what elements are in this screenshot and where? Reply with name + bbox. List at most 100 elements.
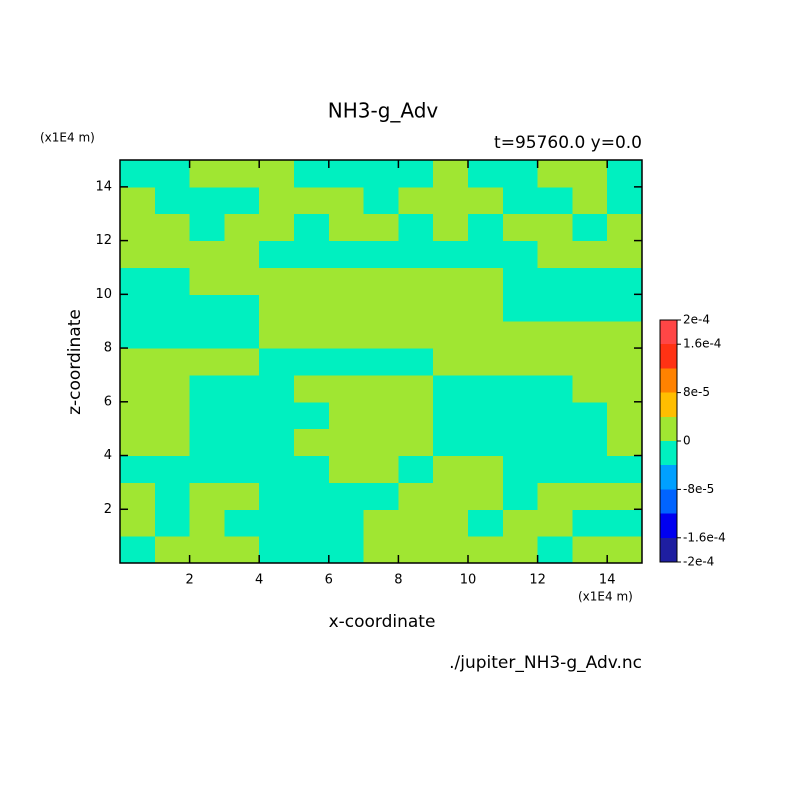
contour-cell xyxy=(154,240,191,268)
contour-cell xyxy=(537,536,573,564)
contour-cell xyxy=(328,294,365,322)
contour-cell xyxy=(502,186,539,215)
contour-cell xyxy=(294,348,330,376)
contour-cell xyxy=(537,294,573,322)
contour-cell xyxy=(502,374,539,403)
contour-cell xyxy=(120,482,156,510)
contour-cell xyxy=(224,509,260,537)
contour-cell xyxy=(537,267,573,295)
contour-cell xyxy=(468,321,504,349)
colorbar-band xyxy=(660,489,677,514)
contour-cell xyxy=(259,267,295,295)
contour-cell xyxy=(224,482,260,510)
contour-cell xyxy=(120,374,156,403)
contour-cell xyxy=(189,428,225,457)
contour-cell xyxy=(294,267,330,295)
contour-cell xyxy=(120,160,156,188)
contour-cell xyxy=(189,186,225,215)
contour-cell xyxy=(433,186,469,215)
contour-cell xyxy=(259,160,295,188)
contour-cell xyxy=(537,240,573,268)
contour-cell xyxy=(537,213,573,242)
contour-cell xyxy=(537,348,573,376)
colorbar-band xyxy=(660,537,677,562)
contour-cell xyxy=(294,240,330,268)
contour-cell xyxy=(259,482,295,510)
x-tick-label: 6 xyxy=(325,573,333,588)
contour-cell xyxy=(433,374,469,403)
x-axis-title: x-coordinate xyxy=(329,612,436,632)
contour-cell xyxy=(154,455,191,483)
colorbar-band xyxy=(660,416,677,441)
contour-cell xyxy=(502,294,539,322)
contour-cell xyxy=(154,267,191,295)
contour-cell xyxy=(363,160,399,188)
contour-cell xyxy=(189,267,225,295)
contour-cell xyxy=(224,536,260,564)
contour-cell xyxy=(398,267,434,295)
contour-cell xyxy=(328,536,365,564)
contour-cell xyxy=(572,509,608,537)
contour-cell xyxy=(120,294,156,322)
contour-cell xyxy=(294,482,330,510)
contour-cell xyxy=(363,213,399,242)
contour-cell xyxy=(259,401,295,430)
contour-cell xyxy=(433,213,469,242)
contour-cell xyxy=(189,401,225,430)
contour-cell xyxy=(363,267,399,295)
contour-cell xyxy=(154,509,191,537)
contour-cell xyxy=(363,186,399,215)
contour-cell xyxy=(154,401,191,430)
y-unit: (x1E4 m) xyxy=(40,131,95,145)
contour-cell xyxy=(572,428,608,457)
contour-cell xyxy=(502,401,539,430)
contour-cell xyxy=(502,267,539,295)
contour-cell xyxy=(502,348,539,376)
contour-cell xyxy=(294,509,330,537)
contour-cell xyxy=(398,348,434,376)
contour-cell xyxy=(154,186,191,215)
colorbar-band xyxy=(660,320,677,345)
contour-cell xyxy=(328,455,365,483)
colorbar-tick-label: 0 xyxy=(683,434,691,448)
chart-title: NH3-g_Adv xyxy=(328,99,439,123)
contour-cell xyxy=(259,536,295,564)
y-tick-label: 14 xyxy=(95,179,112,194)
contour-cell xyxy=(433,482,469,510)
contour-cell xyxy=(468,267,504,295)
x-unit: (x1E4 m) xyxy=(578,590,633,604)
contour-cell xyxy=(120,428,156,457)
contour-cell xyxy=(398,160,434,188)
y-tick-label: 4 xyxy=(104,448,112,463)
contour-cell xyxy=(398,428,434,457)
contour-cell xyxy=(468,455,504,483)
colorbar-tick-label: 8e-5 xyxy=(683,385,710,399)
contour-cell xyxy=(363,240,399,268)
x-tick-label: 10 xyxy=(460,573,477,588)
contour-cell xyxy=(189,348,225,376)
contour-cell xyxy=(328,509,365,537)
contour-cell xyxy=(607,186,643,215)
colorbar-tick-label: 1.6e-4 xyxy=(683,337,721,351)
contour-cell xyxy=(433,509,469,537)
contour-cell xyxy=(154,160,191,188)
contour-cell xyxy=(294,401,330,430)
contour-cell xyxy=(224,294,260,322)
contour-cell xyxy=(189,321,225,349)
contour-cell xyxy=(468,482,504,510)
contour-cell xyxy=(433,267,469,295)
contour-cell xyxy=(328,374,365,403)
contour-cell xyxy=(120,186,156,215)
contour-cell xyxy=(537,374,573,403)
contour-cell xyxy=(328,401,365,430)
contour-cell xyxy=(572,401,608,430)
contour-cell xyxy=(259,509,295,537)
contour-cell xyxy=(120,240,156,268)
contour-cell xyxy=(120,509,156,537)
contour-cell xyxy=(572,160,608,188)
contour-cell xyxy=(572,536,608,564)
contour-cell xyxy=(189,509,225,537)
contour-cell xyxy=(189,240,225,268)
contour-cell xyxy=(120,536,156,564)
